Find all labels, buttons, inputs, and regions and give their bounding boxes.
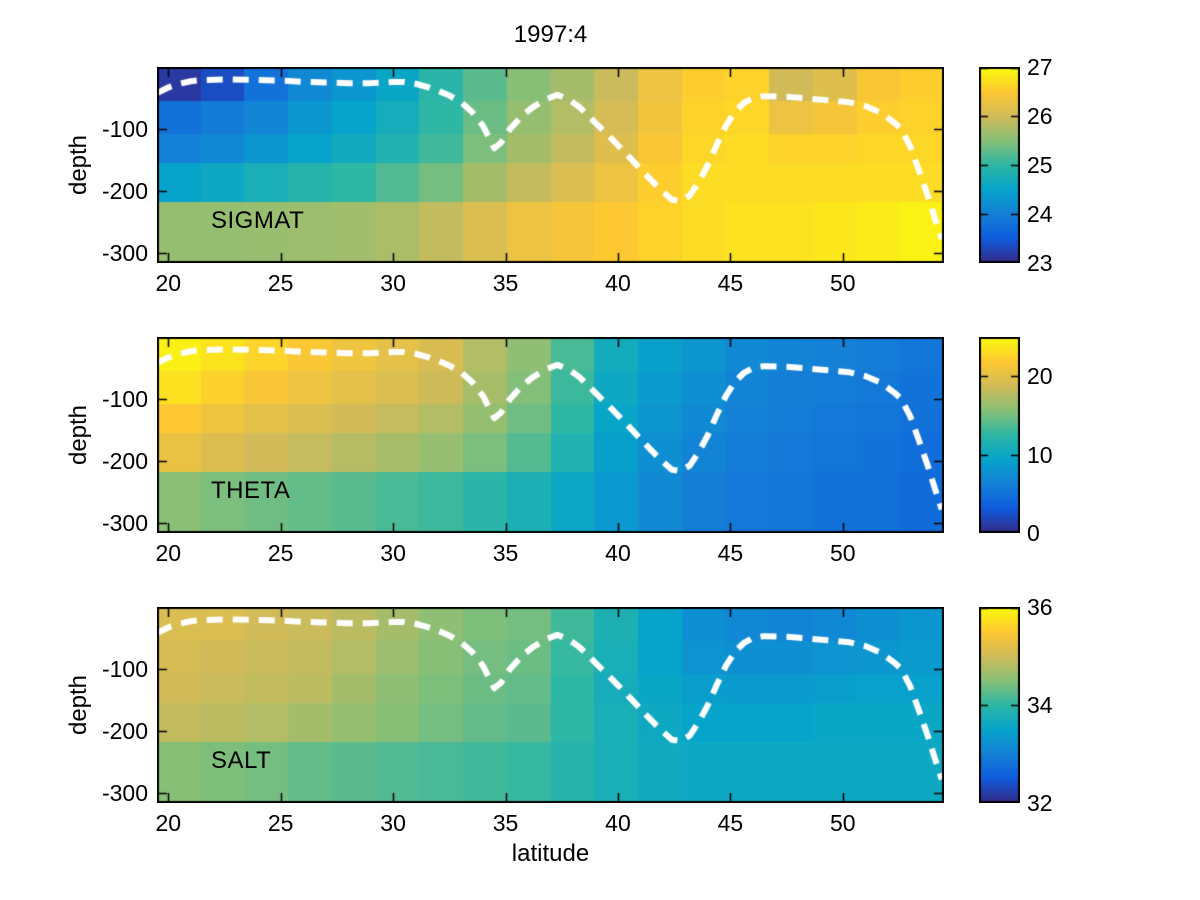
x-tick-label: 25 <box>267 540 294 566</box>
y-tick-label: -300 <box>101 780 148 807</box>
x-tick-label: 20 <box>155 270 182 296</box>
y-tick-label: -200 <box>101 178 148 205</box>
colorbar-tick-label: 34 <box>1027 692 1053 718</box>
colorbar-tick-label: 36 <box>1027 594 1053 620</box>
x-tick-label: 25 <box>267 810 294 836</box>
colorbar-tick-label: 25 <box>1027 152 1053 178</box>
sigmat-panel: SIGMAT <box>157 67 944 263</box>
sigmat-heatmap-canvas <box>157 67 944 263</box>
y-tick-label: -200 <box>101 448 148 475</box>
figure-title: 1997:4 <box>513 21 588 48</box>
x-tick-label: 40 <box>605 540 631 566</box>
y-tick-label: -200 <box>101 718 148 745</box>
y-axis-label: depth <box>65 134 92 196</box>
x-tick-label: 25 <box>267 270 294 296</box>
x-tick-label: 50 <box>830 540 856 566</box>
y-tick-label: -300 <box>101 240 148 267</box>
x-tick-label: 35 <box>492 540 519 566</box>
y-axis-label: depth <box>65 674 92 736</box>
x-tick-label: 45 <box>717 810 744 836</box>
colorbar-tick-label: 27 <box>1027 54 1053 80</box>
x-tick-label: 35 <box>492 270 519 296</box>
salt-colorbar <box>979 607 1020 803</box>
x-tick-label: 50 <box>830 270 856 296</box>
x-tick-label: 50 <box>830 810 856 836</box>
theta-panel: THETA <box>157 337 944 533</box>
colorbar-tick-label: 0 <box>1027 520 1040 546</box>
colorbar-tick-label: 26 <box>1027 103 1053 129</box>
x-tick-label: 45 <box>717 270 744 296</box>
x-tick-label: 30 <box>380 540 406 566</box>
theta-heatmap-canvas <box>157 337 944 533</box>
colorbar-tick-label: 24 <box>1027 201 1053 227</box>
salt-label: SALT <box>211 747 272 774</box>
colorbar-tick-label: 20 <box>1027 363 1053 390</box>
y-axis-label: depth <box>65 404 92 466</box>
salt-panel: SALT <box>157 607 944 803</box>
x-tick-label: 35 <box>492 810 519 836</box>
x-tick-label: 30 <box>380 270 406 296</box>
theta-label: THETA <box>211 477 291 504</box>
y-tick-label: -100 <box>101 386 148 413</box>
x-tick-label: 20 <box>155 810 182 836</box>
salt-heatmap-canvas <box>157 607 944 803</box>
x-tick-label: 45 <box>717 540 744 566</box>
x-tick-label: 20 <box>155 540 182 566</box>
x-tick-label: 40 <box>605 810 631 836</box>
colorbar-tick-label: 10 <box>1027 441 1053 468</box>
theta-colorbar <box>979 337 1020 533</box>
x-tick-label: 30 <box>380 810 406 836</box>
colorbar-tick-label: 23 <box>1027 250 1053 276</box>
y-tick-label: -300 <box>101 510 148 537</box>
y-tick-label: -100 <box>101 116 148 143</box>
sigmat-colorbar <box>979 67 1020 263</box>
y-tick-label: -100 <box>101 656 148 683</box>
sigmat-label: SIGMAT <box>211 207 305 234</box>
colorbar-tick-label: 32 <box>1027 790 1053 816</box>
x-tick-label: 40 <box>605 270 631 296</box>
x-axis-label: latitude <box>511 840 590 867</box>
